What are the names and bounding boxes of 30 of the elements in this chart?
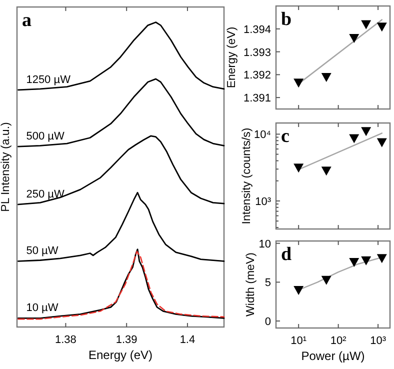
x-axis-title: Energy (eV) xyxy=(88,348,153,362)
y-tick-label: 5 xyxy=(264,277,271,290)
series-label: 50 µW xyxy=(26,245,59,258)
x-tick-label: 10³ xyxy=(370,335,386,347)
y-tick-label: 10 xyxy=(258,238,271,250)
chart-title: b xyxy=(281,9,292,30)
chart-title: a xyxy=(22,10,32,31)
series-label: 1250 µW xyxy=(26,74,72,86)
y-tick-label: 0 xyxy=(264,316,271,328)
chart-title: d xyxy=(281,244,292,265)
y-axis-title: PL Intensity (a.u.) xyxy=(0,122,12,212)
y-axis-title: Intensity (counts/s) xyxy=(241,128,253,224)
chart-title: c xyxy=(281,126,290,147)
y-tick-label: 1.394 xyxy=(243,24,271,36)
x-tick-label: 1.39 xyxy=(116,334,138,346)
y-tick-label: 1.393 xyxy=(243,46,271,59)
y-axis-title: Width (meV) xyxy=(245,252,257,316)
series-label: 500 µW xyxy=(26,130,65,143)
x-axis-title: Power (µW) xyxy=(301,349,365,363)
x-tick-label: 1.38 xyxy=(54,334,76,346)
y-tick-label: 10³ xyxy=(255,196,272,208)
y-tick-label: 1.391 xyxy=(243,92,271,105)
x-tick-label: 10¹ xyxy=(290,335,307,347)
series-label: 250 µW xyxy=(26,188,65,200)
x-tick-label: 10² xyxy=(330,335,347,347)
y-tick-label: 10⁴ xyxy=(254,129,272,142)
y-axis-title: Energy (eV) xyxy=(226,26,238,88)
series-label: 10 µW xyxy=(26,302,59,314)
y-tick-label: 1.392 xyxy=(243,70,271,82)
x-tick-label: 1.4 xyxy=(180,334,196,346)
